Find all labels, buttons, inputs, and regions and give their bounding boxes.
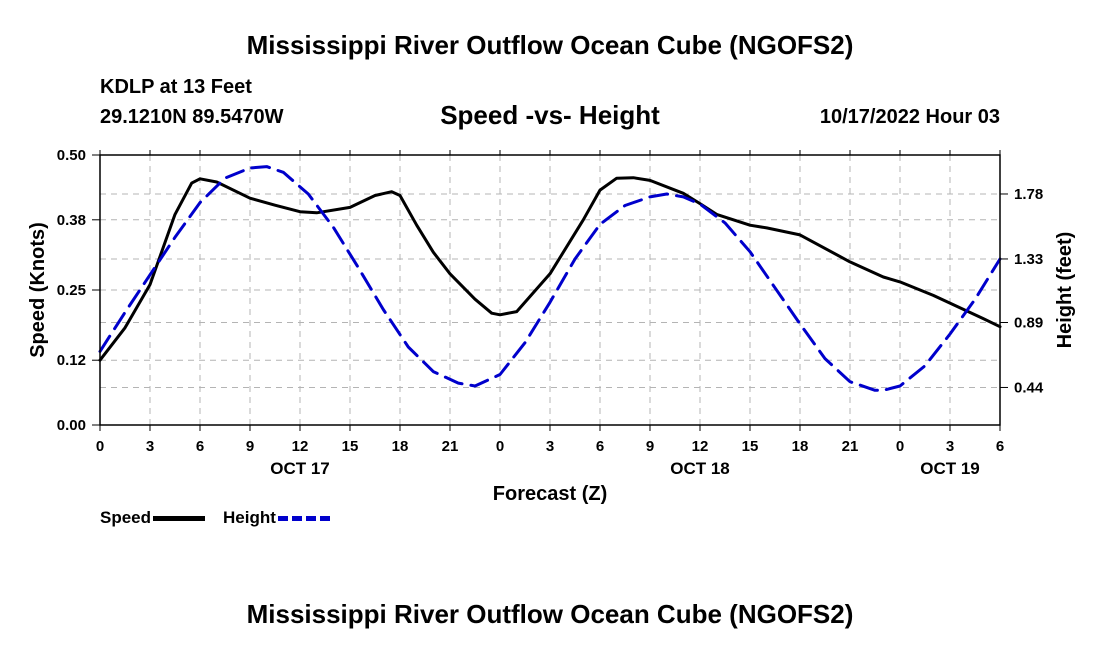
- y-axis-right: 0.44 0.89 1.33 1.78: [1000, 186, 1044, 396]
- x-axis: 0 3 6 9 12 15 18 21 0 3 6 9 12 15 18 21 0 3 6 OCT 17 OCT 18 O…: [96, 150, 1004, 478]
- x-axis-label: Forecast (Z): [493, 483, 607, 505]
- y-tick-label: 0.00: [57, 417, 86, 434]
- y2-axis-label: Height (feet): [1054, 232, 1076, 349]
- y-axis-left: 0.00 0.12 0.25 0.38 0.50: [57, 147, 100, 434]
- x-tick-label: 3: [946, 438, 954, 455]
- x-tick-label: 3: [146, 438, 154, 455]
- series-line-height: [98, 165, 1002, 392]
- x-date-label: OCT 17: [270, 459, 330, 478]
- legend: Speed Height: [100, 508, 348, 528]
- y-tick-label: 0.12: [57, 352, 86, 369]
- legend-height-swatch: [277, 515, 330, 521]
- x-tick-label: 9: [646, 438, 654, 455]
- y2-tick-label: 1.33: [1014, 251, 1043, 268]
- x-date-label: OCT 18: [670, 459, 730, 478]
- y2-tick-label: 0.44: [1014, 379, 1044, 396]
- series-layer: [98, 165, 1002, 392]
- x-tick-label: 0: [496, 438, 504, 455]
- y-tick-label: 0.50: [57, 147, 86, 164]
- x-tick-label: 18: [792, 438, 809, 455]
- page-title: Mississippi River Outflow Ocean Cube (NG…: [246, 30, 854, 60]
- legend-speed-swatch: [153, 515, 206, 521]
- x-tick-label: 15: [342, 438, 359, 455]
- footer-title: Mississippi River Outflow Ocean Cube (NG…: [246, 599, 854, 629]
- legend-speed-label: Speed: [100, 508, 152, 527]
- series-line-speed: [98, 176, 1002, 362]
- y2-tick-label: 1.78: [1014, 186, 1043, 203]
- y-tick-label: 0.38: [57, 212, 86, 229]
- x-tick-label: 21: [442, 438, 459, 455]
- legend-height-label: Height: [223, 508, 276, 527]
- x-tick-label: 3: [546, 438, 554, 455]
- station-label: KDLP at 13 Feet: [100, 76, 252, 98]
- chart-subtitle: Speed -vs- Height: [440, 100, 660, 130]
- y-axis-label: Speed (Knots): [27, 222, 49, 358]
- x-tick-label: 6: [996, 438, 1004, 455]
- x-tick-label: 18: [392, 438, 409, 455]
- x-tick-label: 0: [896, 438, 904, 455]
- y2-tick-label: 0.89: [1014, 314, 1043, 331]
- y-tick-label: 0.25: [57, 282, 86, 299]
- forecast-datetime: 10/17/2022 Hour 03: [819, 106, 1000, 128]
- x-tick-label: 15: [742, 438, 759, 455]
- x-tick-label: 0: [96, 438, 104, 455]
- x-tick-label: 12: [292, 438, 309, 455]
- x-tick-label: 6: [596, 438, 604, 455]
- x-tick-label: 21: [842, 438, 859, 455]
- coordinates-label: 29.1210N 89.5470W: [100, 106, 284, 128]
- grid: [100, 154, 1000, 425]
- x-tick-label: 6: [196, 438, 204, 455]
- x-date-label: OCT 19: [920, 459, 980, 478]
- x-tick-label: 9: [246, 438, 254, 455]
- x-tick-label: 12: [692, 438, 709, 455]
